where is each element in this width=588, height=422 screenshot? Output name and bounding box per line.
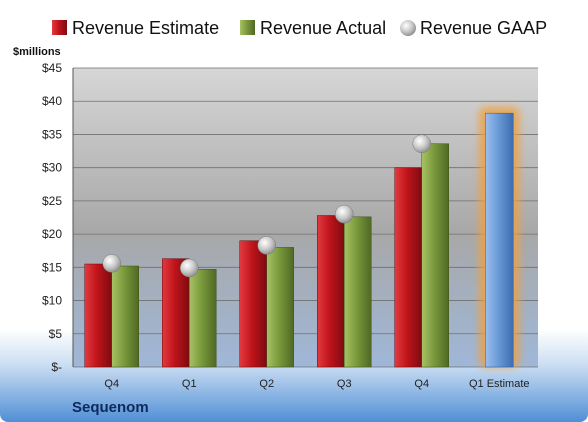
y-tick-label: $40	[42, 94, 62, 108]
bar-revenue-actual	[111, 265, 139, 368]
y-tick-label: $45	[42, 61, 62, 75]
x-tick-label: Q1 Estimate	[469, 378, 530, 390]
bar-revenue-actual	[344, 216, 372, 368]
y-tick-label: $10	[42, 294, 62, 308]
bar-revenue-actual	[421, 143, 449, 368]
y-tick-label: $30	[42, 161, 62, 175]
x-tick-label: Q1	[182, 378, 197, 390]
y-tick-label: $35	[42, 127, 62, 141]
bar-revenue-actual	[266, 247, 294, 368]
x-tick-label: Q4	[414, 378, 429, 390]
marker-revenue-gaap	[102, 254, 121, 273]
y-tick-label: $5	[49, 327, 63, 341]
marker-revenue-gaap	[180, 258, 199, 278]
bar-revenue-estimate	[239, 240, 267, 368]
legend-swatch-revenue-estimate	[52, 20, 67, 35]
bar-revenue-estimate	[84, 263, 112, 368]
bar-revenue-estimate	[162, 258, 190, 368]
x-tick-label: Q4	[104, 378, 119, 390]
x-tick-label: Q3	[337, 378, 352, 390]
legend-label-revenue-actual: Revenue Actual	[260, 18, 386, 38]
legend: Revenue Estimate Revenue Actual Revenue …	[52, 18, 547, 38]
bar-revenue-estimate	[394, 167, 422, 368]
marker-revenue-gaap	[412, 134, 431, 153]
y-tick-label: $15	[42, 260, 62, 274]
legend-swatch-revenue-actual	[240, 20, 255, 35]
y-tick-label: $20	[42, 227, 62, 241]
bar-revenue-estimate	[317, 215, 345, 368]
legend-item-revenue-actual: Revenue Actual	[240, 18, 386, 38]
marker-revenue-gaap	[257, 236, 276, 255]
y-axis-unit-label: $millions	[13, 46, 61, 58]
gaap-markers	[102, 134, 431, 278]
x-axis-ticks: Q4 Q1 Q2 Q3 Q4 Q1 Estimate	[104, 378, 529, 390]
gridlines	[72, 67, 538, 368]
marker-revenue-gaap	[335, 204, 354, 224]
legend-item-revenue-gaap: Revenue GAAP	[400, 18, 547, 38]
y-tick-label: $-	[51, 360, 62, 374]
company-name: Sequenom	[72, 399, 149, 416]
y-axis-ticks: $- $5 $10 $15 $20 $25 $30 $35 $40 $45	[42, 61, 62, 374]
bars	[84, 107, 520, 368]
y-tick-label: $25	[42, 194, 62, 208]
plot-area	[73, 68, 538, 367]
bar-revenue-actual	[189, 269, 217, 368]
legend-item-revenue-estimate: Revenue Estimate	[52, 18, 219, 38]
bar-revenue-forecast	[485, 112, 514, 368]
legend-label-revenue-gaap: Revenue GAAP	[420, 18, 547, 38]
legend-swatch-revenue-gaap	[400, 20, 416, 36]
x-tick-label: Q2	[259, 378, 274, 390]
legend-label-revenue-estimate: Revenue Estimate	[72, 18, 219, 38]
